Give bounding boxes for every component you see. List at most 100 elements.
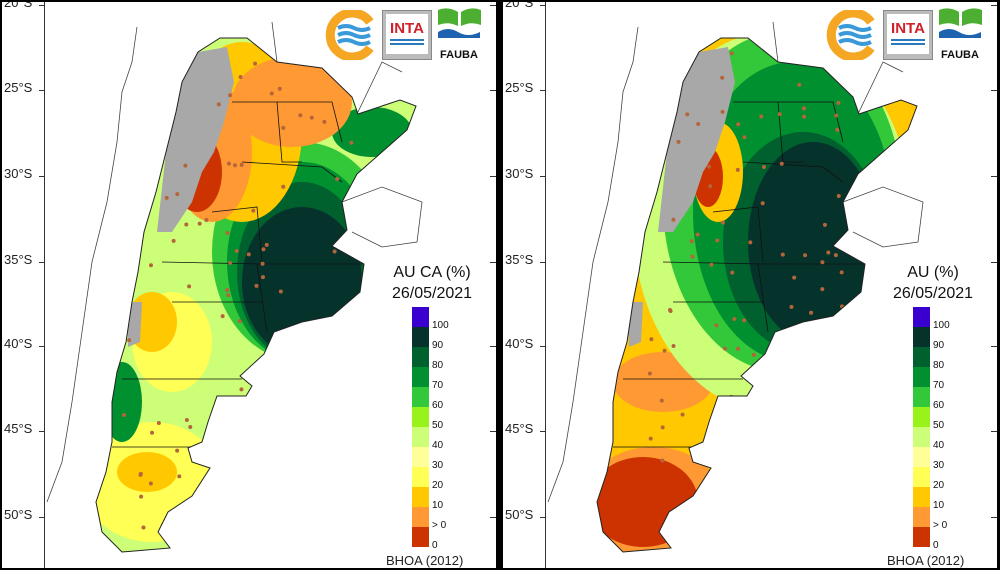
latitude-tick bbox=[39, 262, 45, 263]
legend-label: 10 bbox=[432, 500, 444, 511]
station-point bbox=[777, 112, 782, 117]
legend-swatch bbox=[412, 307, 429, 327]
station-point bbox=[237, 319, 242, 324]
latitude-tick bbox=[39, 431, 45, 432]
station-point bbox=[730, 270, 735, 275]
neighbor-border bbox=[547, 21, 924, 503]
station-point bbox=[708, 184, 713, 189]
station-point bbox=[122, 413, 127, 418]
station-point bbox=[671, 343, 676, 348]
station-point bbox=[822, 222, 827, 227]
latitude-tick bbox=[991, 5, 997, 6]
inta-logo: INTA bbox=[382, 10, 432, 60]
station-point bbox=[332, 249, 337, 254]
station-point bbox=[277, 86, 282, 91]
station-point bbox=[729, 51, 734, 56]
station-point bbox=[298, 113, 303, 118]
station-point bbox=[834, 113, 839, 118]
color-legend bbox=[412, 307, 429, 547]
station-point bbox=[232, 163, 237, 168]
station-point bbox=[736, 346, 741, 351]
station-point bbox=[139, 60, 144, 65]
legend-label: 50 bbox=[933, 420, 945, 431]
station-point bbox=[803, 449, 808, 454]
legend-label: 80 bbox=[933, 360, 945, 371]
station-point bbox=[647, 371, 652, 376]
latitude-tick bbox=[490, 346, 496, 347]
station-point bbox=[735, 167, 740, 172]
station-point bbox=[337, 375, 342, 380]
station-point bbox=[239, 387, 244, 392]
station-point bbox=[829, 432, 834, 437]
station-point bbox=[839, 270, 844, 275]
station-point bbox=[820, 260, 825, 265]
station-point bbox=[802, 114, 807, 119]
source-label: BHOA (2012) bbox=[887, 553, 965, 568]
latitude-tick bbox=[39, 176, 45, 177]
station-point bbox=[345, 515, 350, 520]
latitude-tick bbox=[991, 90, 997, 91]
station-point bbox=[292, 356, 297, 361]
source-label: BHOA (2012) bbox=[386, 553, 464, 568]
station-point bbox=[349, 140, 354, 145]
legend-swatch bbox=[412, 407, 429, 427]
legend-label: 40 bbox=[432, 440, 444, 451]
legend-swatch bbox=[913, 387, 930, 407]
contour-region bbox=[117, 452, 177, 492]
station-point bbox=[278, 467, 283, 472]
latitude-tick bbox=[39, 90, 45, 91]
station-point bbox=[666, 57, 671, 62]
andes-mask bbox=[628, 47, 735, 347]
latitude-label: 45°S bbox=[505, 421, 534, 436]
station-point bbox=[845, 413, 850, 418]
station-point bbox=[230, 514, 235, 519]
station-point bbox=[662, 348, 667, 353]
station-point bbox=[228, 93, 233, 98]
latitude-tick bbox=[540, 517, 546, 518]
station-point bbox=[732, 317, 737, 322]
legend-label: 70 bbox=[933, 380, 945, 391]
legend-swatch bbox=[412, 367, 429, 387]
station-point bbox=[289, 384, 294, 389]
legend-label: 10 bbox=[933, 500, 945, 511]
bhoa-logo bbox=[318, 8, 380, 65]
station-point bbox=[680, 412, 685, 417]
station-point bbox=[349, 205, 354, 210]
station-point bbox=[720, 220, 725, 225]
station-point bbox=[281, 184, 286, 189]
station-point bbox=[803, 253, 808, 258]
country-outline bbox=[95, 37, 417, 553]
legend-swatch bbox=[412, 507, 429, 527]
fauba-leaf-icon bbox=[438, 8, 481, 38]
inta-logo: INTA bbox=[883, 10, 933, 60]
station-point bbox=[254, 283, 259, 288]
latitude-label: 30°S bbox=[505, 166, 534, 181]
station-point bbox=[216, 102, 221, 107]
latitude-label: 25°S bbox=[4, 80, 33, 95]
latitude-label: 35°S bbox=[505, 252, 534, 267]
station-point bbox=[789, 304, 794, 309]
station-point bbox=[302, 363, 307, 368]
station-point bbox=[660, 425, 665, 430]
latitude-tick bbox=[540, 5, 546, 6]
station-point bbox=[858, 431, 863, 436]
contour-region bbox=[748, 142, 878, 342]
water-wave-logo-icon bbox=[325, 8, 374, 62]
latitude-tick bbox=[540, 176, 546, 177]
legend-swatch bbox=[412, 447, 429, 467]
latitude-tick bbox=[991, 517, 997, 518]
station-point bbox=[844, 371, 849, 376]
fauba-logo: FAUBA bbox=[935, 6, 985, 61]
country-outline bbox=[596, 37, 918, 553]
station-point bbox=[660, 458, 665, 463]
station-point bbox=[814, 418, 819, 423]
station-point bbox=[171, 238, 176, 243]
legend-label: > 0 bbox=[933, 520, 948, 531]
legend-swatch bbox=[412, 347, 429, 367]
station-point bbox=[184, 417, 189, 422]
station-point bbox=[225, 287, 230, 292]
station-point bbox=[250, 525, 255, 530]
station-point bbox=[335, 176, 340, 181]
station-point bbox=[648, 436, 653, 441]
station-point bbox=[184, 509, 189, 514]
